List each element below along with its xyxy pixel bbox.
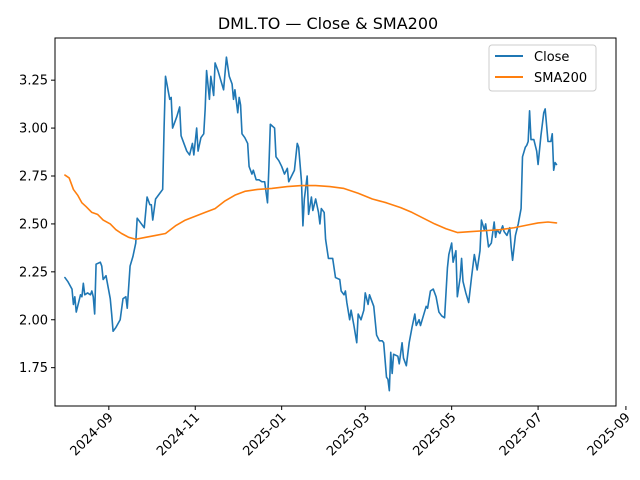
y-tick-label: 2.25 xyxy=(19,265,48,280)
x-tick-label: 2024-11 xyxy=(154,410,203,459)
y-tick-label: 3.25 xyxy=(19,74,48,89)
series-layer xyxy=(64,56,558,392)
x-tick-label: 2025-05 xyxy=(410,410,459,459)
axes-frame xyxy=(54,37,617,407)
legend-label-sma200: SMA200 xyxy=(534,71,587,86)
x-tick-label: 2025-01 xyxy=(240,410,289,459)
y-tick-label: 2.50 xyxy=(19,217,48,232)
legend-label-close: Close xyxy=(534,50,569,65)
x-axis: 2024-09 2024-11 2025-01 2025-03 2025-05 2025-… xyxy=(68,406,634,459)
y-tick-label: 2.75 xyxy=(19,170,48,185)
series-line-sma200 xyxy=(64,174,558,241)
legend: Close SMA200 xyxy=(488,44,597,92)
chart-title: DML.TO — Close & SMA200 xyxy=(218,14,438,33)
x-tick-label: 2025-07 xyxy=(497,410,546,459)
plot-area xyxy=(54,37,617,407)
y-tick-label: 3.00 xyxy=(19,122,48,137)
x-tick-label: 2024-09 xyxy=(68,410,117,459)
y-axis: 1.75 2.00 2.25 2.50 2.75 3.00 3.25 xyxy=(19,74,55,376)
x-tick-label: 2025-03 xyxy=(324,410,373,459)
y-tick-label: 1.75 xyxy=(19,361,48,376)
x-tick-label: 2025-09 xyxy=(585,410,634,459)
series-line-close xyxy=(64,56,558,392)
y-tick-label: 2.00 xyxy=(19,313,48,328)
